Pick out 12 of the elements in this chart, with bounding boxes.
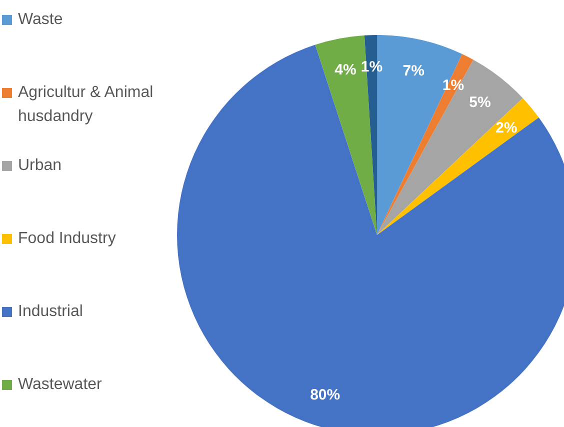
legend-label: Waste xyxy=(18,10,63,30)
legend-label: Agricultur & Animal husdandry xyxy=(18,83,154,127)
data-label: 80% xyxy=(310,386,340,404)
legend-label: Food Industry xyxy=(18,229,116,249)
legend-label: Wastewater xyxy=(18,375,102,395)
legend-label: Industrial xyxy=(18,302,83,322)
data-label: 2% xyxy=(496,119,518,136)
data-label: 5% xyxy=(469,94,491,111)
data-label: 4% xyxy=(334,61,356,78)
legend-label: Urban xyxy=(18,156,62,176)
data-label: 1% xyxy=(360,58,383,76)
data-label: 7% xyxy=(402,62,424,80)
